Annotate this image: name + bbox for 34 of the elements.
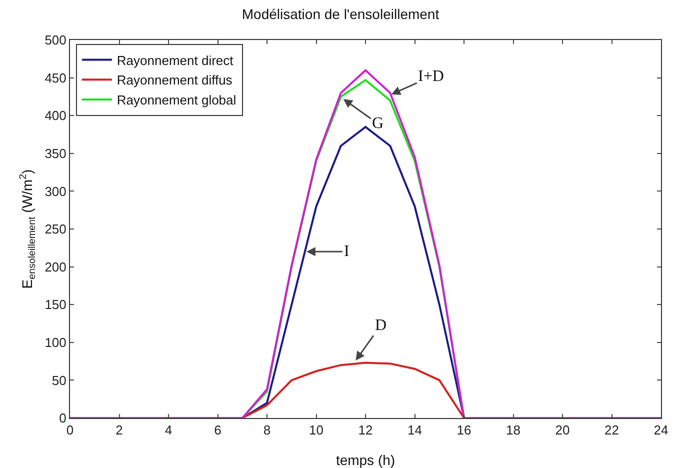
y-tick-label: 350 — [44, 146, 66, 161]
x-tick-label: 16 — [456, 422, 472, 438]
y-tick-label: 300 — [44, 184, 66, 199]
legend-label: Rayonnement diffus — [116, 72, 233, 88]
y-tick-label: 0 — [59, 410, 66, 426]
x-tick-label: 22 — [604, 422, 619, 438]
chart-title: Modélisation de l'ensoleillement — [242, 6, 440, 22]
y-tick-label: 200 — [44, 259, 66, 274]
x-tick-label: 4 — [164, 422, 172, 438]
annotation: I+D — [418, 68, 444, 85]
y-tick-label: 150 — [44, 297, 66, 312]
x-tick-label: 20 — [555, 422, 570, 438]
legend-label: Rayonnement global — [116, 92, 236, 108]
annotation: G — [372, 115, 384, 132]
x-tick-label: 6 — [214, 422, 222, 438]
y-tick-label: 500 — [44, 32, 66, 48]
y-tick-label: 50 — [52, 372, 66, 388]
y-tick-label: 450 — [44, 70, 66, 86]
y-tick-label: 250 — [44, 222, 66, 237]
annotation: I — [344, 243, 350, 260]
line-series — [241, 362, 465, 418]
annotation: D — [375, 317, 387, 334]
x-tick-label: 10 — [309, 422, 324, 438]
x-tick-label: 14 — [408, 422, 422, 438]
line-series — [70, 69, 661, 418]
x-tick-label: 2 — [116, 422, 123, 438]
y-tick-label: 100 — [44, 334, 66, 350]
y-tick-label: 400 — [44, 108, 66, 124]
x-axis-title: temps (h) — [336, 452, 396, 468]
legend-label: Rayonnement direct — [116, 52, 234, 68]
x-tick-label: 8 — [263, 422, 271, 438]
x-tick-label: 12 — [358, 422, 373, 438]
x-tick-label: 24 — [654, 422, 668, 438]
x-tick-label: 18 — [506, 422, 520, 438]
